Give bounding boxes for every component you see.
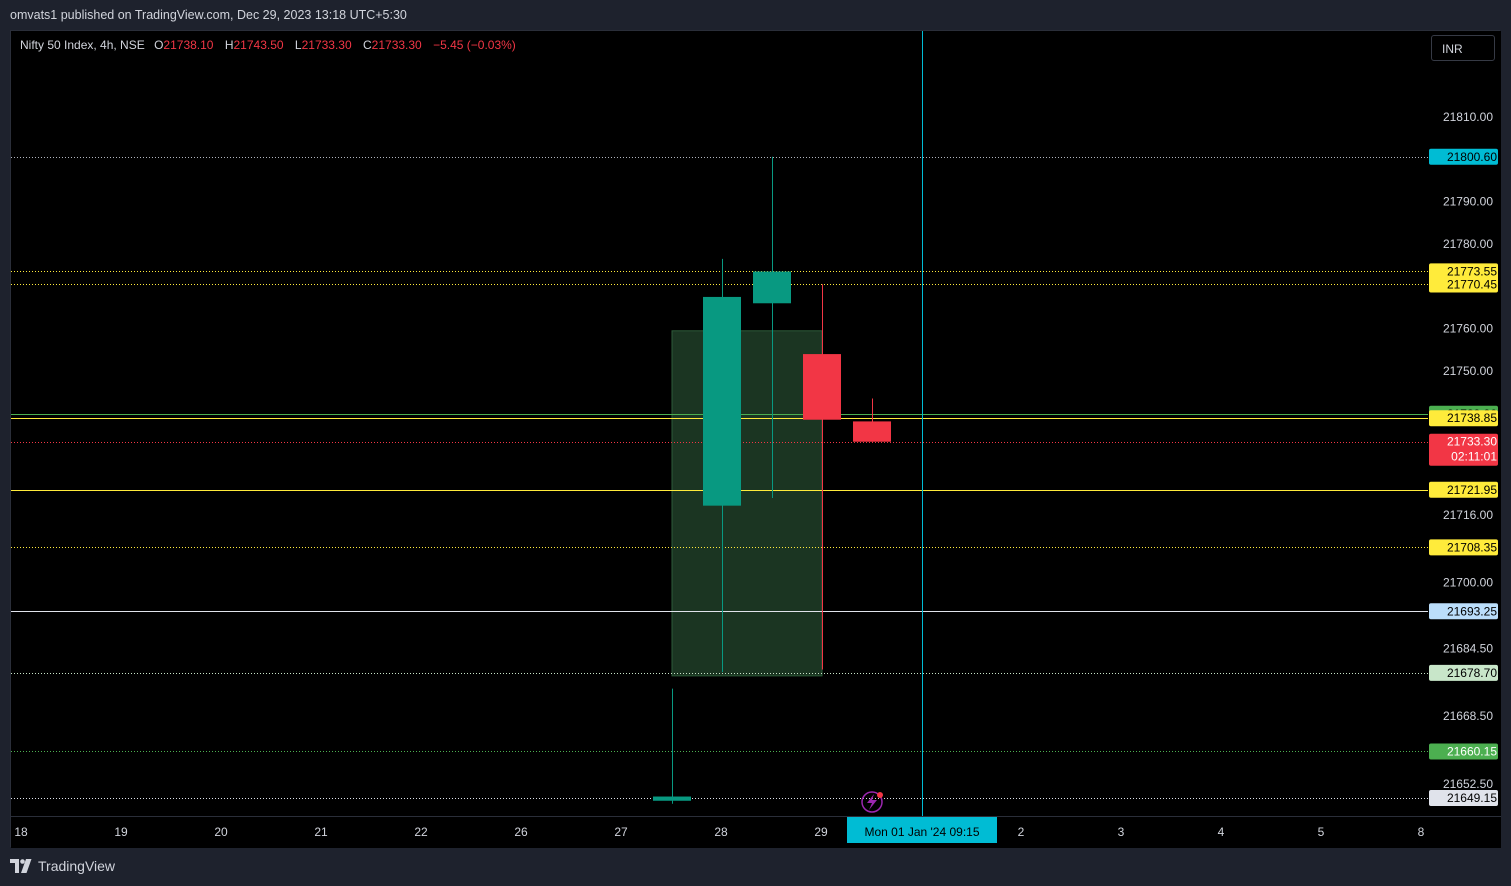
close-key: C — [363, 38, 372, 52]
low-key: L — [294, 38, 302, 52]
level-label-7: 21708.35 — [1447, 540, 1497, 554]
low-value: 21733.30 — [301, 38, 352, 52]
change-value: −5.45 (−0.03%) — [433, 38, 516, 52]
level-label-bg-9 — [1429, 664, 1498, 681]
crosshair-date-bg — [847, 817, 997, 843]
level-label-4: 21738.85 — [1447, 411, 1497, 425]
x-tick-label-13: 8 — [1418, 825, 1425, 839]
x-tick-label-5: 26 — [514, 825, 528, 839]
zone-rectangle[interactable] — [671, 330, 823, 677]
x-tick-label-2: 20 — [214, 825, 228, 839]
lightning-icon[interactable] — [861, 791, 883, 813]
candle-body-0[interactable] — [653, 796, 691, 801]
x-tick-label-10: 3 — [1118, 825, 1125, 839]
y-tick-label-2: 21780.00 — [1443, 237, 1493, 251]
x-tick-label-0: 18 — [14, 825, 28, 839]
level-label-bg-0 — [1429, 148, 1498, 165]
publisher-info: omvats1 published on TradingView.com, De… — [10, 8, 407, 22]
y-tick-label-6: 21700.00 — [1443, 576, 1493, 590]
level-label-bg-5 — [1429, 433, 1498, 466]
x-tick-label-6: 27 — [614, 825, 628, 839]
level-label-6: 21721.95 — [1447, 483, 1497, 497]
candle-body-1[interactable] — [703, 296, 741, 506]
high-key: H — [224, 38, 234, 52]
level-label-bg-10 — [1429, 743, 1498, 760]
high-value: 21743.50 — [233, 38, 284, 52]
x-tick-label-11: 4 — [1218, 825, 1225, 839]
candle-body-4[interactable] — [853, 421, 891, 442]
level-label-11: 21649.15 — [1447, 791, 1497, 805]
y-tick-label-3: 21760.00 — [1443, 322, 1493, 336]
x-tick-label-4: 22 — [414, 825, 428, 839]
level-label-9: 21678.70 — [1447, 666, 1497, 680]
x-tick-label-3: 21 — [314, 825, 328, 839]
symbol-name[interactable]: Nifty 50 Index, 4h, NSE — [20, 38, 145, 52]
footer-brand-label: TradingView — [38, 858, 116, 874]
y-tick-label-8: 21668.50 — [1443, 709, 1493, 723]
event-dot — [877, 792, 883, 798]
level-label-bg-7 — [1429, 539, 1498, 556]
level-label-2: 21770.45 — [1447, 277, 1497, 291]
y-tick-label-0: 21810.00 — [1443, 110, 1493, 124]
y-tick-label-9: 21652.50 — [1443, 777, 1493, 791]
ohlc-legend: Nifty 50 Index, 4h, NSE O21738.10 H21743… — [20, 38, 524, 52]
x-tick-label-8: 29 — [814, 825, 828, 839]
y-tick-label-5: 21716.00 — [1443, 508, 1493, 522]
y-tick-label-1: 21790.00 — [1443, 195, 1493, 209]
currency-button[interactable]: INR — [1431, 35, 1495, 61]
level-label-5: 21733.30 — [1447, 435, 1497, 449]
candle-body-2[interactable] — [753, 271, 791, 304]
candle-body-3[interactable] — [803, 354, 841, 420]
level-label-8: 21693.25 — [1447, 604, 1497, 618]
tradingview-logo-icon — [10, 859, 32, 873]
level-label-bg-4 — [1429, 410, 1498, 427]
level-label-bg-1 — [1429, 263, 1498, 280]
lightning-bolt — [867, 794, 877, 810]
close-value: 21733.30 — [371, 38, 422, 52]
x-tick-label-9: 2 — [1018, 825, 1025, 839]
level-label-10: 21660.15 — [1447, 744, 1497, 758]
level-label-bg-11 — [1429, 790, 1498, 807]
countdown-label: 02:11:01 — [1451, 450, 1497, 464]
y-tick-label-4: 21750.00 — [1443, 364, 1493, 378]
x-tick-label-12: 5 — [1318, 825, 1325, 839]
level-label-bg-6 — [1429, 481, 1498, 498]
y-tick-label-7: 21684.50 — [1443, 641, 1493, 655]
chart-frame[interactable]: 21810.00 21790.00 21780.00 21760.00 21750.00… — [10, 30, 1501, 848]
x-tick-label-7: 28 — [714, 825, 728, 839]
open-key: O — [154, 38, 164, 52]
footer-brand[interactable]: TradingView — [10, 858, 115, 874]
level-label-bg-2 — [1429, 276, 1498, 293]
crosshair-date-label: Mon 01 Jan '24 09:15 — [864, 825, 979, 839]
level-label-1: 21773.55 — [1447, 264, 1497, 278]
x-tick-label-1: 19 — [114, 825, 128, 839]
level-label-0: 21800.60 — [1447, 150, 1497, 164]
price-chart[interactable]: 21810.00 21790.00 21780.00 21760.00 21750.00… — [11, 31, 1501, 848]
level-label-bg-8 — [1429, 603, 1498, 620]
open-value: 21738.10 — [163, 38, 214, 52]
